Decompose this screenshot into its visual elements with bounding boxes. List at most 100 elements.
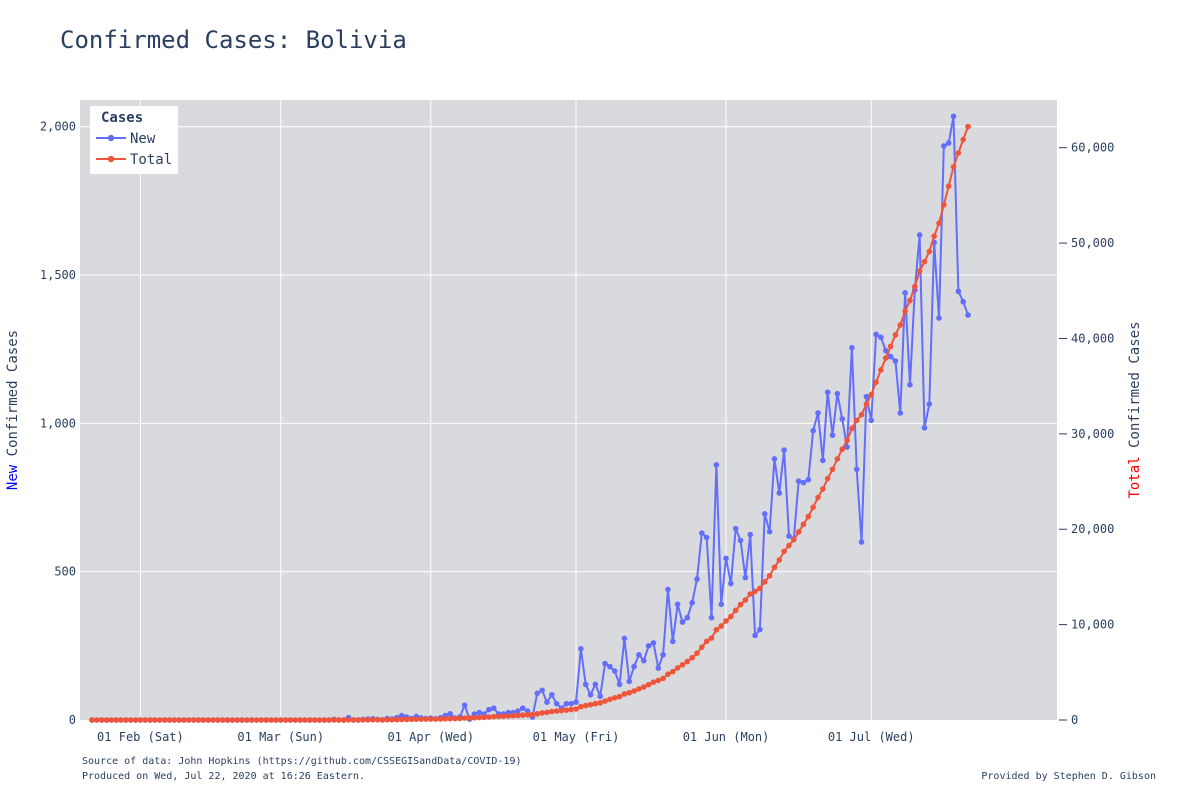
point-total: [210, 717, 216, 723]
point-total: [108, 717, 115, 723]
point-new: [631, 663, 637, 670]
x-tick-label: 01 Feb (Sat): [97, 730, 184, 744]
point-new: [650, 640, 657, 646]
point-new: [887, 353, 894, 360]
point-new: [519, 705, 526, 711]
point-new: [824, 389, 831, 396]
point-total: [89, 717, 95, 723]
right-axis: 0 10,000 20,000 30,000 40,000 50,000 60,000: [1059, 141, 1114, 727]
point-total: [621, 691, 628, 697]
point-total: [113, 717, 119, 723]
point-total: [703, 638, 710, 645]
right-tick-label: 60,000: [1071, 141, 1114, 155]
point-new: [582, 681, 589, 688]
point-total: [394, 716, 400, 723]
source-note: Source of data: John Hopkins (https://gi…: [82, 756, 522, 767]
point-new: [563, 700, 570, 707]
point-total: [403, 716, 410, 723]
point-total: [965, 123, 971, 130]
point-total: [665, 671, 671, 677]
point-total: [931, 233, 937, 239]
point-total: [747, 591, 754, 597]
point-total: [457, 715, 463, 722]
point-new: [916, 232, 923, 238]
point-total: [723, 618, 729, 624]
point-total: [844, 437, 850, 444]
point-total: [515, 712, 521, 719]
point-total: [200, 717, 207, 723]
left-tick-label: 1,000: [40, 416, 76, 430]
point-total: [442, 716, 449, 722]
point-new: [878, 334, 884, 341]
point-total: [732, 607, 739, 614]
point-new: [728, 580, 734, 587]
point-new: [679, 619, 686, 625]
point-total: [224, 717, 231, 723]
point-total: [263, 717, 270, 723]
right-tick-label: 40,000: [1071, 331, 1114, 345]
point-total: [882, 355, 889, 361]
left-axis-title: New Confirmed Cases: [5, 330, 21, 490]
point-total: [447, 715, 453, 722]
point-new: [771, 456, 778, 462]
point-total: [921, 258, 928, 265]
point-new: [810, 427, 816, 434]
point-total: [127, 717, 134, 723]
point-new: [515, 708, 521, 714]
point-new: [544, 699, 550, 705]
point-new: [820, 457, 826, 464]
point-total: [587, 701, 594, 708]
point-new: [626, 678, 633, 685]
point-total: [636, 686, 642, 692]
point-total: [486, 714, 492, 720]
point-total: [137, 717, 144, 723]
point-total: [287, 717, 294, 723]
right-tick-label: 50,000: [1071, 236, 1114, 250]
point-total: [699, 644, 705, 650]
point-total: [321, 717, 328, 723]
point-new: [829, 432, 836, 439]
point-new: [747, 531, 754, 538]
point-total: [248, 717, 255, 723]
point-new: [674, 601, 681, 608]
point-total: [582, 702, 589, 709]
point-new: [897, 410, 904, 416]
x-tick-label: 01 Mar (Sun): [237, 730, 324, 744]
point-new: [587, 691, 594, 698]
point-total: [186, 717, 192, 723]
point-new: [960, 298, 966, 305]
point-total: [398, 716, 405, 723]
point-total: [955, 150, 962, 156]
point-total: [902, 308, 908, 315]
point-total: [563, 707, 570, 713]
point-new: [592, 681, 599, 688]
point-total: [549, 708, 555, 715]
point-total: [452, 715, 458, 722]
point-new: [858, 539, 865, 545]
point-new: [718, 601, 724, 608]
point-new: [766, 528, 773, 535]
point-new: [616, 681, 623, 688]
point-new: [694, 576, 700, 582]
point-new: [723, 555, 729, 562]
point-new: [578, 646, 584, 652]
point-total: [573, 706, 579, 712]
point-total: [660, 675, 666, 682]
point-total: [384, 716, 391, 723]
point-new: [611, 668, 618, 674]
point-total: [820, 486, 826, 492]
produced-note: Produced on Wed, Jul 22, 2020 at 16:26 E…: [82, 771, 365, 782]
chart-title: Confirmed Cases: Bolivia: [60, 26, 407, 54]
point-total: [815, 494, 821, 501]
point-total: [360, 717, 366, 723]
point-total: [181, 717, 187, 723]
point-total: [936, 220, 942, 226]
point-new: [849, 344, 855, 351]
point-total: [413, 716, 420, 723]
point-new: [398, 712, 405, 719]
point-total: [553, 708, 560, 714]
point-total: [205, 717, 211, 723]
point-total: [834, 456, 841, 462]
point-new: [945, 140, 952, 146]
point-new: [568, 700, 574, 707]
